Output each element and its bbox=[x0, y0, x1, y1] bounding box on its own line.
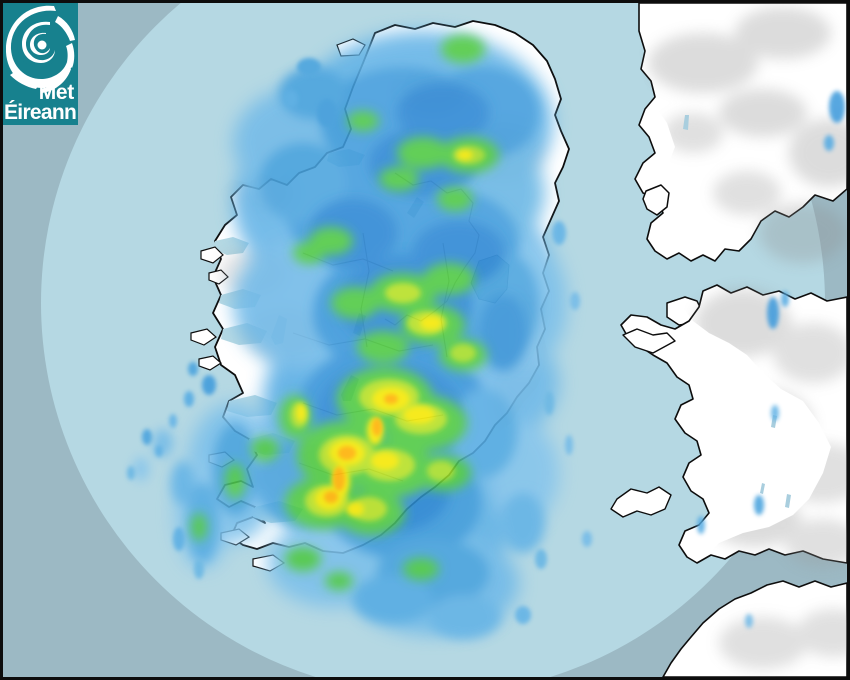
met-eireann-logo[interactable]: Met Éireann bbox=[3, 3, 78, 125]
celtic-spiral-icon bbox=[6, 5, 75, 93]
echo-scattered-showers bbox=[127, 58, 845, 628]
logo-wordmark: Met Éireann bbox=[3, 81, 78, 125]
logo-line-eireann: Éireann bbox=[4, 101, 77, 125]
radar-precipitation-layer bbox=[127, 31, 845, 639]
echo-field-orange bbox=[324, 394, 398, 503]
logo-line-met: Met bbox=[38, 81, 75, 105]
echo-field-yellow bbox=[296, 150, 473, 516]
